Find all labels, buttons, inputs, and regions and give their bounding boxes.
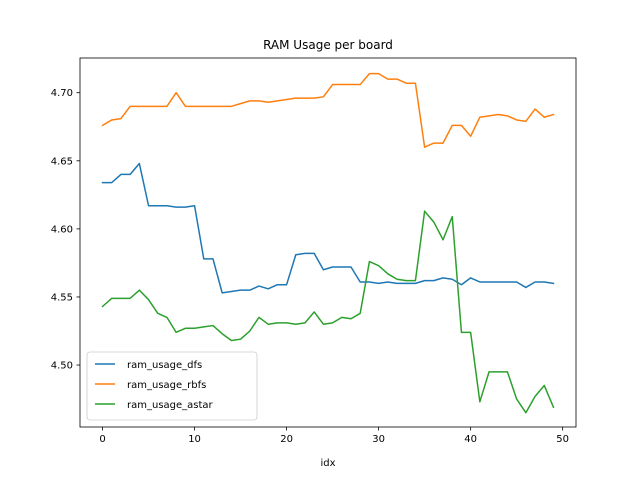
- axes-frame: [79, 57, 577, 428]
- x-tick-label: 0: [99, 434, 105, 445]
- x-axis-label: idx: [320, 458, 335, 469]
- x-tick-label: 40: [464, 434, 477, 445]
- x-tick-label: 10: [188, 434, 201, 445]
- series-line-ram_usage_astar: [101, 210, 555, 414]
- y-tick-label: 4.50: [51, 361, 73, 372]
- y-tick-label: 4.70: [51, 88, 73, 99]
- x-tick-label: 50: [556, 434, 569, 445]
- y-tick-label: 4.65: [51, 156, 73, 167]
- series-line-ram_usage_rbfs: [101, 72, 555, 148]
- legend: ram_usage_dfs ram_usage_rbfs ram_usage_ast…: [86, 351, 258, 421]
- x-tick-label: 20: [280, 434, 293, 445]
- legend-box: [86, 351, 258, 421]
- legend-label-ram_usage_astar: ram_usage_astar: [127, 400, 214, 411]
- chart-title: RAM Usage per board: [263, 38, 393, 52]
- x-tick-label: 30: [372, 434, 385, 445]
- y-tick-label: 4.60: [51, 224, 73, 235]
- legend-label-ram_usage_dfs: ram_usage_dfs: [127, 360, 202, 371]
- y-tick-label: 4.55: [51, 292, 73, 303]
- series-line-ram_usage_dfs: [101, 162, 555, 294]
- legend-label-ram_usage_rbfs: ram_usage_rbfs: [127, 380, 206, 391]
- plot-area: 0 10 20 30 40 50 4.50 4.55 4.60 4.65 4.70: [51, 57, 577, 445]
